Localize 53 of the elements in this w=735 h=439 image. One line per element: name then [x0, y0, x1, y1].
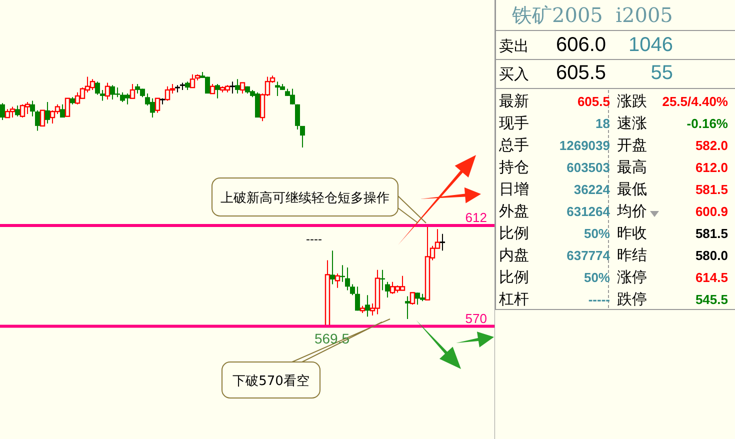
text: 内盘 — [499, 246, 529, 265]
text: 最低 — [617, 180, 647, 199]
y-tick-label: 570 — [465, 310, 487, 326]
annotation: 下破570看空 — [232, 374, 310, 389]
text: 比例 — [499, 268, 529, 287]
text: 持仓 — [499, 158, 529, 177]
text: 582.0 — [695, 138, 728, 153]
text: ----- — [588, 292, 610, 307]
annotation: ---- — [306, 232, 322, 246]
text: 杠杆 — [499, 290, 529, 309]
text: 631264 — [566, 204, 610, 219]
text: 最高 — [617, 158, 647, 177]
text: 50% — [584, 226, 610, 241]
text: 614.5 — [695, 270, 728, 285]
text: 日增 — [499, 180, 529, 199]
text: 581.5 — [695, 226, 728, 241]
text: 580.0 — [695, 248, 728, 263]
text: 涨跌 — [617, 92, 647, 111]
text: 涨停 — [617, 268, 647, 287]
text: 25.5/4.40% — [662, 94, 728, 109]
text: 最新 — [499, 92, 529, 111]
text: 600.9 — [695, 204, 728, 219]
text: 昨收 — [617, 224, 647, 243]
y-tick-label: 612 — [465, 210, 487, 226]
text: 铁矿2005 i2005 — [512, 2, 673, 29]
text: 612.0 — [695, 160, 728, 175]
text: 总手 — [499, 136, 529, 155]
text: 卖出 — [499, 37, 529, 56]
text: 55 — [650, 62, 673, 85]
text: 昨结 — [617, 246, 647, 265]
text: 50% — [584, 270, 610, 285]
text: 603503 — [566, 160, 610, 175]
text: -0.16% — [686, 116, 728, 131]
text: 1269039 — [559, 138, 610, 153]
text: 36224 — [574, 182, 610, 197]
text: 1046 — [628, 34, 673, 57]
text: 637774 — [566, 248, 610, 263]
text: 18 — [596, 116, 610, 131]
text: 买入 — [499, 65, 529, 84]
text: 外盘 — [499, 202, 529, 221]
text: 均价 — [617, 202, 647, 221]
text: 现手 — [499, 114, 529, 133]
text: 比例 — [499, 224, 529, 243]
text: 581.5 — [695, 182, 728, 197]
annotation: 569.5 — [314, 330, 350, 346]
text: 605.5 — [556, 62, 606, 85]
text: 跌停 — [617, 290, 647, 309]
text: 606.0 — [556, 34, 606, 57]
text: 545.5 — [695, 292, 728, 307]
text: 速涨 — [617, 114, 647, 133]
text: 605.5 — [577, 94, 610, 109]
annotation: 上破新高可继续轻仓短多操作 — [220, 190, 390, 206]
text: 开盘 — [617, 136, 647, 155]
